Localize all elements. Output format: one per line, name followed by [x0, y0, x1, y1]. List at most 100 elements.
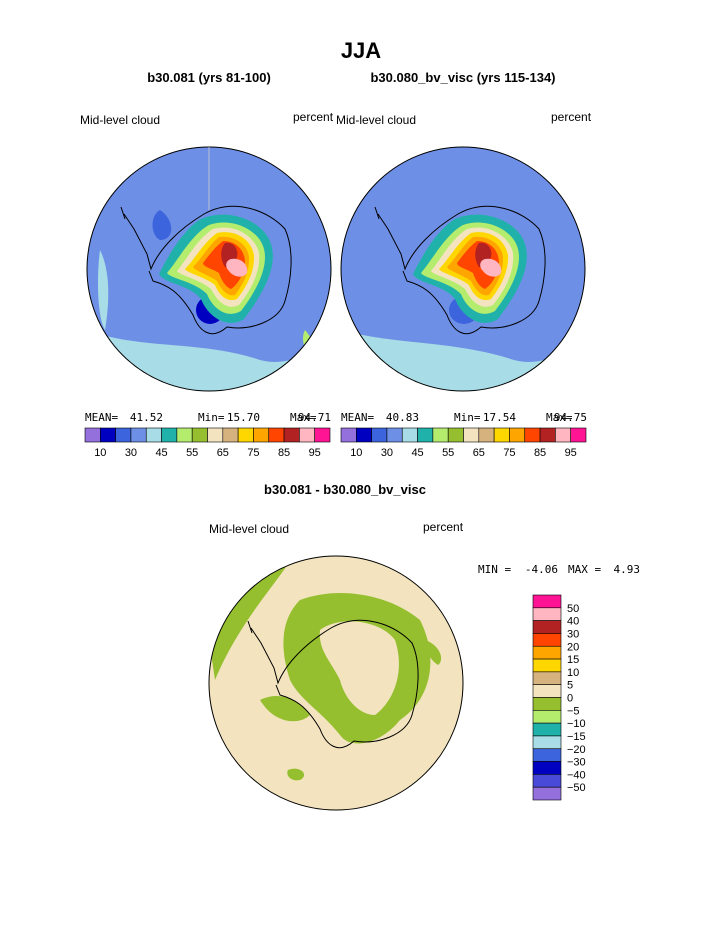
- colorbar-box: [532, 748, 562, 762]
- colorbar-box: [100, 427, 116, 443]
- colorbar-box: [237, 427, 254, 443]
- colorbar-label: 95: [565, 447, 577, 459]
- map: [341, 147, 585, 391]
- colorbar-label: −5: [567, 705, 580, 717]
- colorbar-label: −15: [567, 731, 586, 743]
- stat-value: 40.83: [386, 411, 419, 424]
- colorbar-box: [371, 427, 388, 443]
- colorbar-box: [314, 427, 331, 443]
- colorbar-box: [222, 427, 239, 443]
- stat-value: 17.54: [483, 411, 516, 424]
- stat-value: 41.52: [130, 411, 163, 424]
- colorbar-box: [401, 427, 418, 443]
- stat-label: Min=: [198, 411, 225, 424]
- colorbar-label: 45: [411, 447, 423, 459]
- stat-label: Max=: [290, 411, 317, 424]
- colorbar-box: [191, 427, 208, 443]
- colorbar-label: 10: [350, 447, 362, 459]
- main-title: JJA: [341, 38, 381, 63]
- colorbar-box: [532, 722, 562, 737]
- map-border: [340, 146, 586, 392]
- panel-title: b30.080_bv_visc (yrs 115-134): [370, 70, 555, 85]
- variable-label: Mid-level cloud: [80, 113, 160, 127]
- colorbar-box: [432, 427, 449, 443]
- colorbar-label: 85: [534, 447, 546, 459]
- colorbar-label: −20: [567, 744, 586, 756]
- colorbar-label: 55: [442, 447, 454, 459]
- units-label: percent: [423, 520, 464, 534]
- colorbar-label: 5: [567, 680, 573, 692]
- colorbar-box: [524, 427, 541, 443]
- colorbar-label: 55: [186, 447, 198, 459]
- stat-label: Min=: [454, 411, 481, 424]
- colorbar-label: 85: [278, 447, 290, 459]
- colorbar-label: 20: [567, 641, 579, 653]
- colorbar-box: [532, 761, 562, 775]
- colorbar-label: 15: [567, 654, 579, 666]
- colorbar-label: 65: [473, 447, 485, 459]
- colorbar-label: −40: [567, 769, 586, 781]
- colorbar-box: [283, 427, 300, 443]
- colorbar-box: [268, 427, 285, 443]
- colorbar-box: [532, 633, 562, 647]
- colorbar-label: 10: [94, 447, 106, 459]
- panel-title: b30.081 (yrs 81-100): [147, 70, 271, 85]
- colorbar-box: [532, 710, 562, 724]
- colorbar-box: [115, 427, 132, 443]
- units-label: percent: [551, 110, 592, 124]
- colorbar-box: [532, 671, 562, 685]
- colorbar-label: −50: [567, 782, 586, 794]
- colorbar-box: [176, 427, 193, 443]
- panel-title: b30.081 - b30.080_bv_visc: [264, 482, 426, 497]
- colorbar-label: −30: [567, 757, 586, 769]
- colorbar-label: 30: [125, 447, 137, 459]
- colorbar-box: [532, 697, 562, 711]
- colorbar-box: [509, 427, 526, 443]
- colorbar-box: [207, 427, 224, 443]
- colorbar-box: [532, 645, 562, 660]
- colorbar-box: [570, 427, 587, 443]
- stat-value: 94.75: [554, 411, 587, 424]
- map: [87, 147, 331, 391]
- stat-label: Max=: [546, 411, 573, 424]
- colorbar-box: [532, 684, 562, 698]
- colorbar-box: [532, 735, 562, 750]
- stat-label: MEAN=: [341, 411, 374, 424]
- colorbar-box: [340, 427, 357, 443]
- colorbar-box: [253, 427, 270, 443]
- stat-label: MIN =: [478, 563, 511, 576]
- colorbar-box: [539, 427, 556, 443]
- colorbar-label: −10: [567, 718, 586, 730]
- colorbar-label: 45: [155, 447, 167, 459]
- stat-value: 15.70: [227, 411, 260, 424]
- colorbar-label: 40: [567, 616, 579, 628]
- colorbar-box: [84, 427, 101, 443]
- colorbar-label: 75: [503, 447, 515, 459]
- colorbar-box: [532, 786, 562, 801]
- variable-label: Mid-level cloud: [336, 113, 416, 127]
- colorbar-label: 30: [567, 628, 579, 640]
- map-border: [208, 555, 464, 811]
- colorbar-box: [130, 427, 147, 443]
- colorbar-box: [447, 427, 464, 443]
- colorbar-box: [532, 658, 562, 673]
- units-label: percent: [293, 110, 334, 124]
- stat-label: MEAN=: [85, 411, 118, 424]
- colorbar-box: [161, 427, 178, 443]
- colorbar-label: 75: [247, 447, 259, 459]
- colorbar-box: [356, 427, 372, 443]
- stat-label: MAX =: [568, 563, 601, 576]
- colorbar-label: 30: [381, 447, 393, 459]
- colorbar-box: [532, 594, 562, 609]
- colorbar-label: 10: [567, 667, 579, 679]
- colorbar-box: [299, 427, 315, 443]
- colorbar-box: [417, 427, 434, 443]
- colorbar-box: [532, 774, 562, 788]
- colorbar-box: [532, 607, 562, 621]
- colorbar-label: 65: [217, 447, 229, 459]
- colorbar-box: [145, 427, 162, 443]
- stat-value: 94.71: [298, 411, 331, 424]
- colorbar-box: [532, 620, 562, 634]
- stat-value: 4.93: [614, 563, 641, 576]
